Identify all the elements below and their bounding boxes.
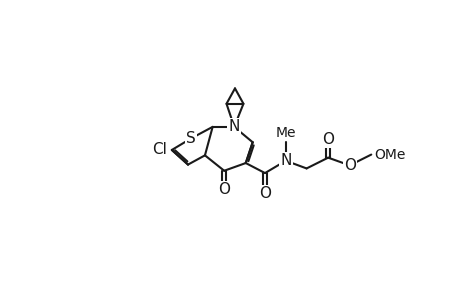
Text: O: O — [258, 186, 270, 201]
Text: S: S — [186, 131, 196, 146]
Text: Me: Me — [275, 126, 296, 140]
Text: N: N — [280, 153, 291, 168]
Text: N: N — [228, 119, 240, 134]
Text: Cl: Cl — [152, 142, 167, 158]
Text: O: O — [218, 182, 230, 197]
Text: O: O — [343, 158, 355, 173]
Text: OMe: OMe — [374, 148, 405, 162]
Text: O: O — [321, 132, 333, 147]
